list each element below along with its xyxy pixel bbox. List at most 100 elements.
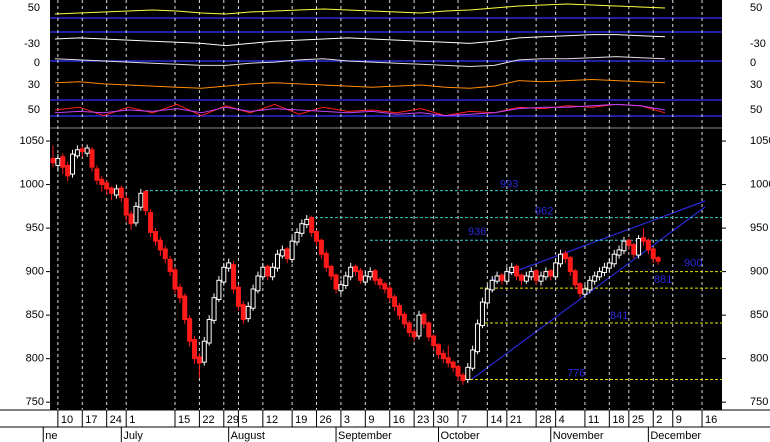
level-label: 993 [500,179,518,191]
indicator-line [54,3,666,15]
candle-body [582,288,588,295]
indicator-tick-label: 50 [750,2,762,14]
candle-body [489,279,495,291]
x-tick-label: 10 [61,414,73,426]
candle-body [343,275,349,287]
x-tick-label: 4 [559,414,565,426]
candle-body [309,217,315,233]
month-label: ne [45,430,57,442]
indicator-line [54,78,666,89]
candle-body [445,357,451,364]
candle-body [592,275,598,282]
candle-body [450,361,456,368]
candle-body [401,313,407,325]
y-tick-label: 850 [750,309,768,321]
candle-body [211,297,217,321]
candle-body [548,270,554,277]
candle-body [416,314,422,337]
candle-body [636,238,642,256]
y-tick-label: 800 [26,353,44,365]
x-tick-label: 26 [320,414,332,426]
candle-body [289,240,295,260]
candle-body [216,279,222,300]
candle-body [172,269,178,290]
candle-body [187,318,193,342]
y-tick-label: 800 [750,353,768,365]
candle-body [50,157,56,164]
candle-body [440,352,446,360]
candle-body [274,253,280,269]
trend-lines [471,200,706,380]
candle-body [650,248,656,260]
candle-body [333,274,339,290]
y-tick-label: 1000 [20,178,44,190]
candle-body [367,271,373,278]
candle-body [231,264,237,290]
candle-body [104,182,110,190]
candle-body [167,258,173,273]
candle-body [113,188,119,196]
candle-body [157,239,163,251]
candle-body [221,266,227,283]
candle-body [304,218,310,226]
candle-body [299,223,305,234]
candle-body [504,271,510,282]
candle-body [372,270,378,281]
candle-body [465,366,471,381]
trend-line [471,206,706,380]
plot-area [50,0,722,410]
x-tick-label: 1 [129,414,135,426]
candle-body [328,265,334,277]
level-label: 962 [535,206,553,218]
x-tick-label: 14 [490,414,502,426]
indicator-tick-label: 50 [750,104,762,116]
candle-body [74,149,80,157]
candle-body [377,278,383,286]
candle-body [392,296,398,307]
candle-body [382,283,388,290]
x-tick-label: 17 [85,414,97,426]
candle-body [250,288,256,309]
candle-body [89,149,95,168]
x-tick-label: 15 [178,414,190,426]
indicator-tick-label: 50 [28,2,40,14]
candle-body [162,248,168,260]
y-tick-label: 950 [750,222,768,234]
candle-body [411,331,417,338]
month-label: November [553,430,604,442]
month-label: August [231,430,265,442]
x-tick-label: 11 [588,414,599,426]
candle-body [109,187,115,194]
candle-body [528,271,534,278]
x-tick-label: 3 [344,414,350,426]
x-tick-label: 2 [656,414,662,426]
candle-body [260,266,266,278]
candle-body [270,266,276,278]
candle-body [123,198,129,216]
candle-body [357,270,363,281]
candle-body [436,344,442,355]
candle-body [538,275,544,282]
candle-body [70,153,76,175]
level-label: 900 [684,258,702,270]
x-tick-label: 7 [461,414,467,426]
candle-body [196,356,202,364]
candle-body [177,286,183,299]
candle-body [558,253,564,265]
candle-body [348,266,354,278]
candle-body [279,249,285,257]
y-tick-label: 850 [26,309,44,321]
x-tick-label: 9 [676,414,682,426]
candle-body [55,157,61,166]
candle-body [201,340,207,363]
candle-body [255,275,261,292]
candle-body [655,257,661,262]
candle-body [387,287,393,299]
data-layer: 10 17 24 1 15 22 29 5 12 19 26 3 9 16 23 30 7 14 21 28 4 11 18… [20,0,770,442]
candle-body [94,168,100,181]
candle-body [597,271,603,278]
candle-body [645,239,651,251]
candle-body [152,231,158,242]
y-tick-label: 750 [750,396,768,408]
candle-body [318,239,324,255]
